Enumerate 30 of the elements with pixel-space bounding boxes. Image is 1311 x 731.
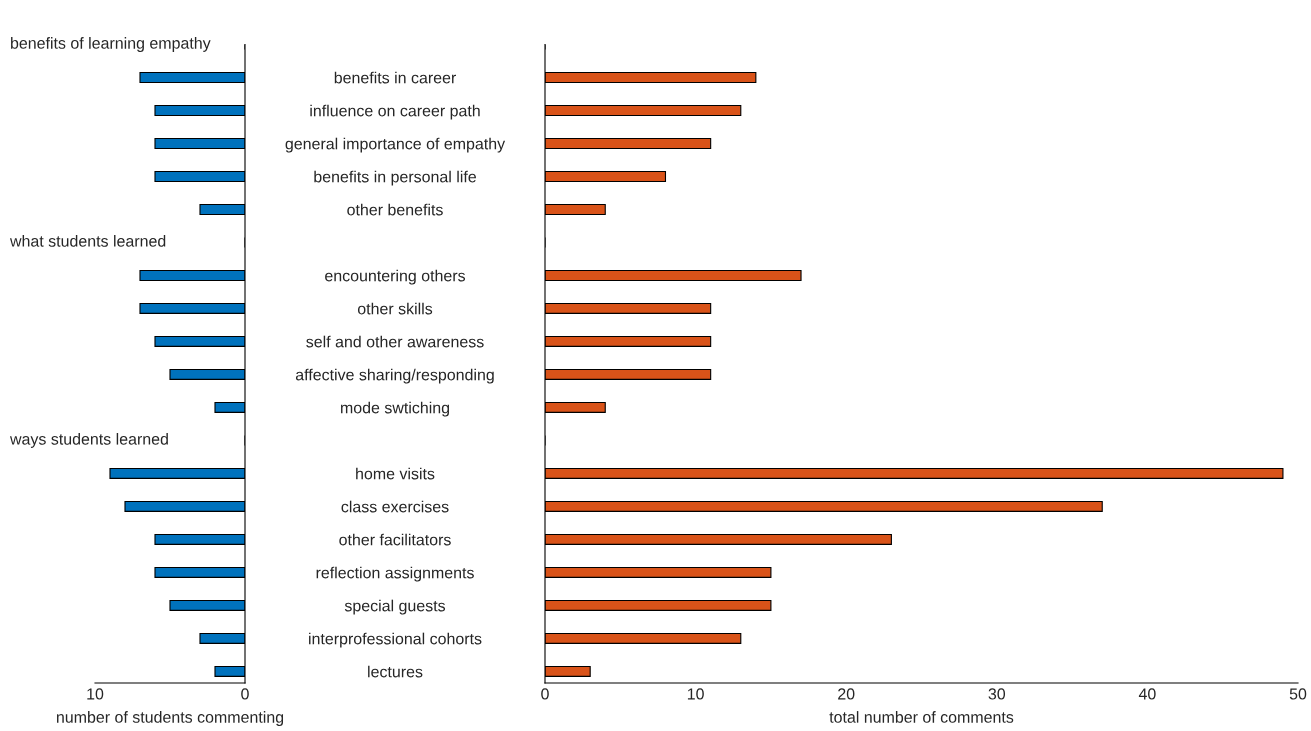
y-tick-label: influence on career path [310, 104, 480, 120]
y-tick-label: class exercises [341, 500, 449, 513]
annotation: ways students learned [9, 433, 168, 448]
y-tick-label: special guests [344, 599, 446, 615]
x-tick-label: 40 [1138, 688, 1156, 700]
y-tick-label: other facilitators [339, 533, 451, 546]
x-axis-title: total number of comments [829, 711, 1014, 723]
x-tick-label: 0 [541, 688, 549, 700]
x-tick-label: 10 [87, 688, 104, 700]
y-tick-label: other benefits [347, 203, 443, 216]
y-tick-label: interprofessional cohorts [309, 632, 482, 648]
x-tick-label: 50 [1289, 688, 1307, 700]
y-tick-label: general importance of empathy [285, 137, 506, 153]
y-tick-label: affective sharing/responding [295, 368, 494, 384]
x-tick-label: 0 [241, 688, 249, 700]
y-tick-label: home visits [356, 467, 435, 480]
x-tick-label: 30 [988, 688, 1006, 700]
y-tick-label: benefits in career [334, 71, 456, 84]
y-tick-label: benefits in personal life [314, 170, 476, 186]
y-tick-label: reflection assignments [316, 566, 474, 582]
y-tick-label: other skills [357, 302, 433, 315]
y-tick-label: encountering others [325, 269, 466, 285]
x-tick-label: 10 [687, 688, 704, 700]
x-tick-label: 20 [838, 688, 855, 700]
annotation: what students learned [9, 235, 166, 247]
y-tick-label: self and other awareness [306, 335, 484, 348]
y-tick-label: mode swtiching [341, 401, 450, 417]
annotation: benefits of learning empathy [11, 37, 211, 52]
y-tick-label: lectures [368, 665, 423, 678]
x-axis-title: number of students commenting [56, 711, 284, 726]
